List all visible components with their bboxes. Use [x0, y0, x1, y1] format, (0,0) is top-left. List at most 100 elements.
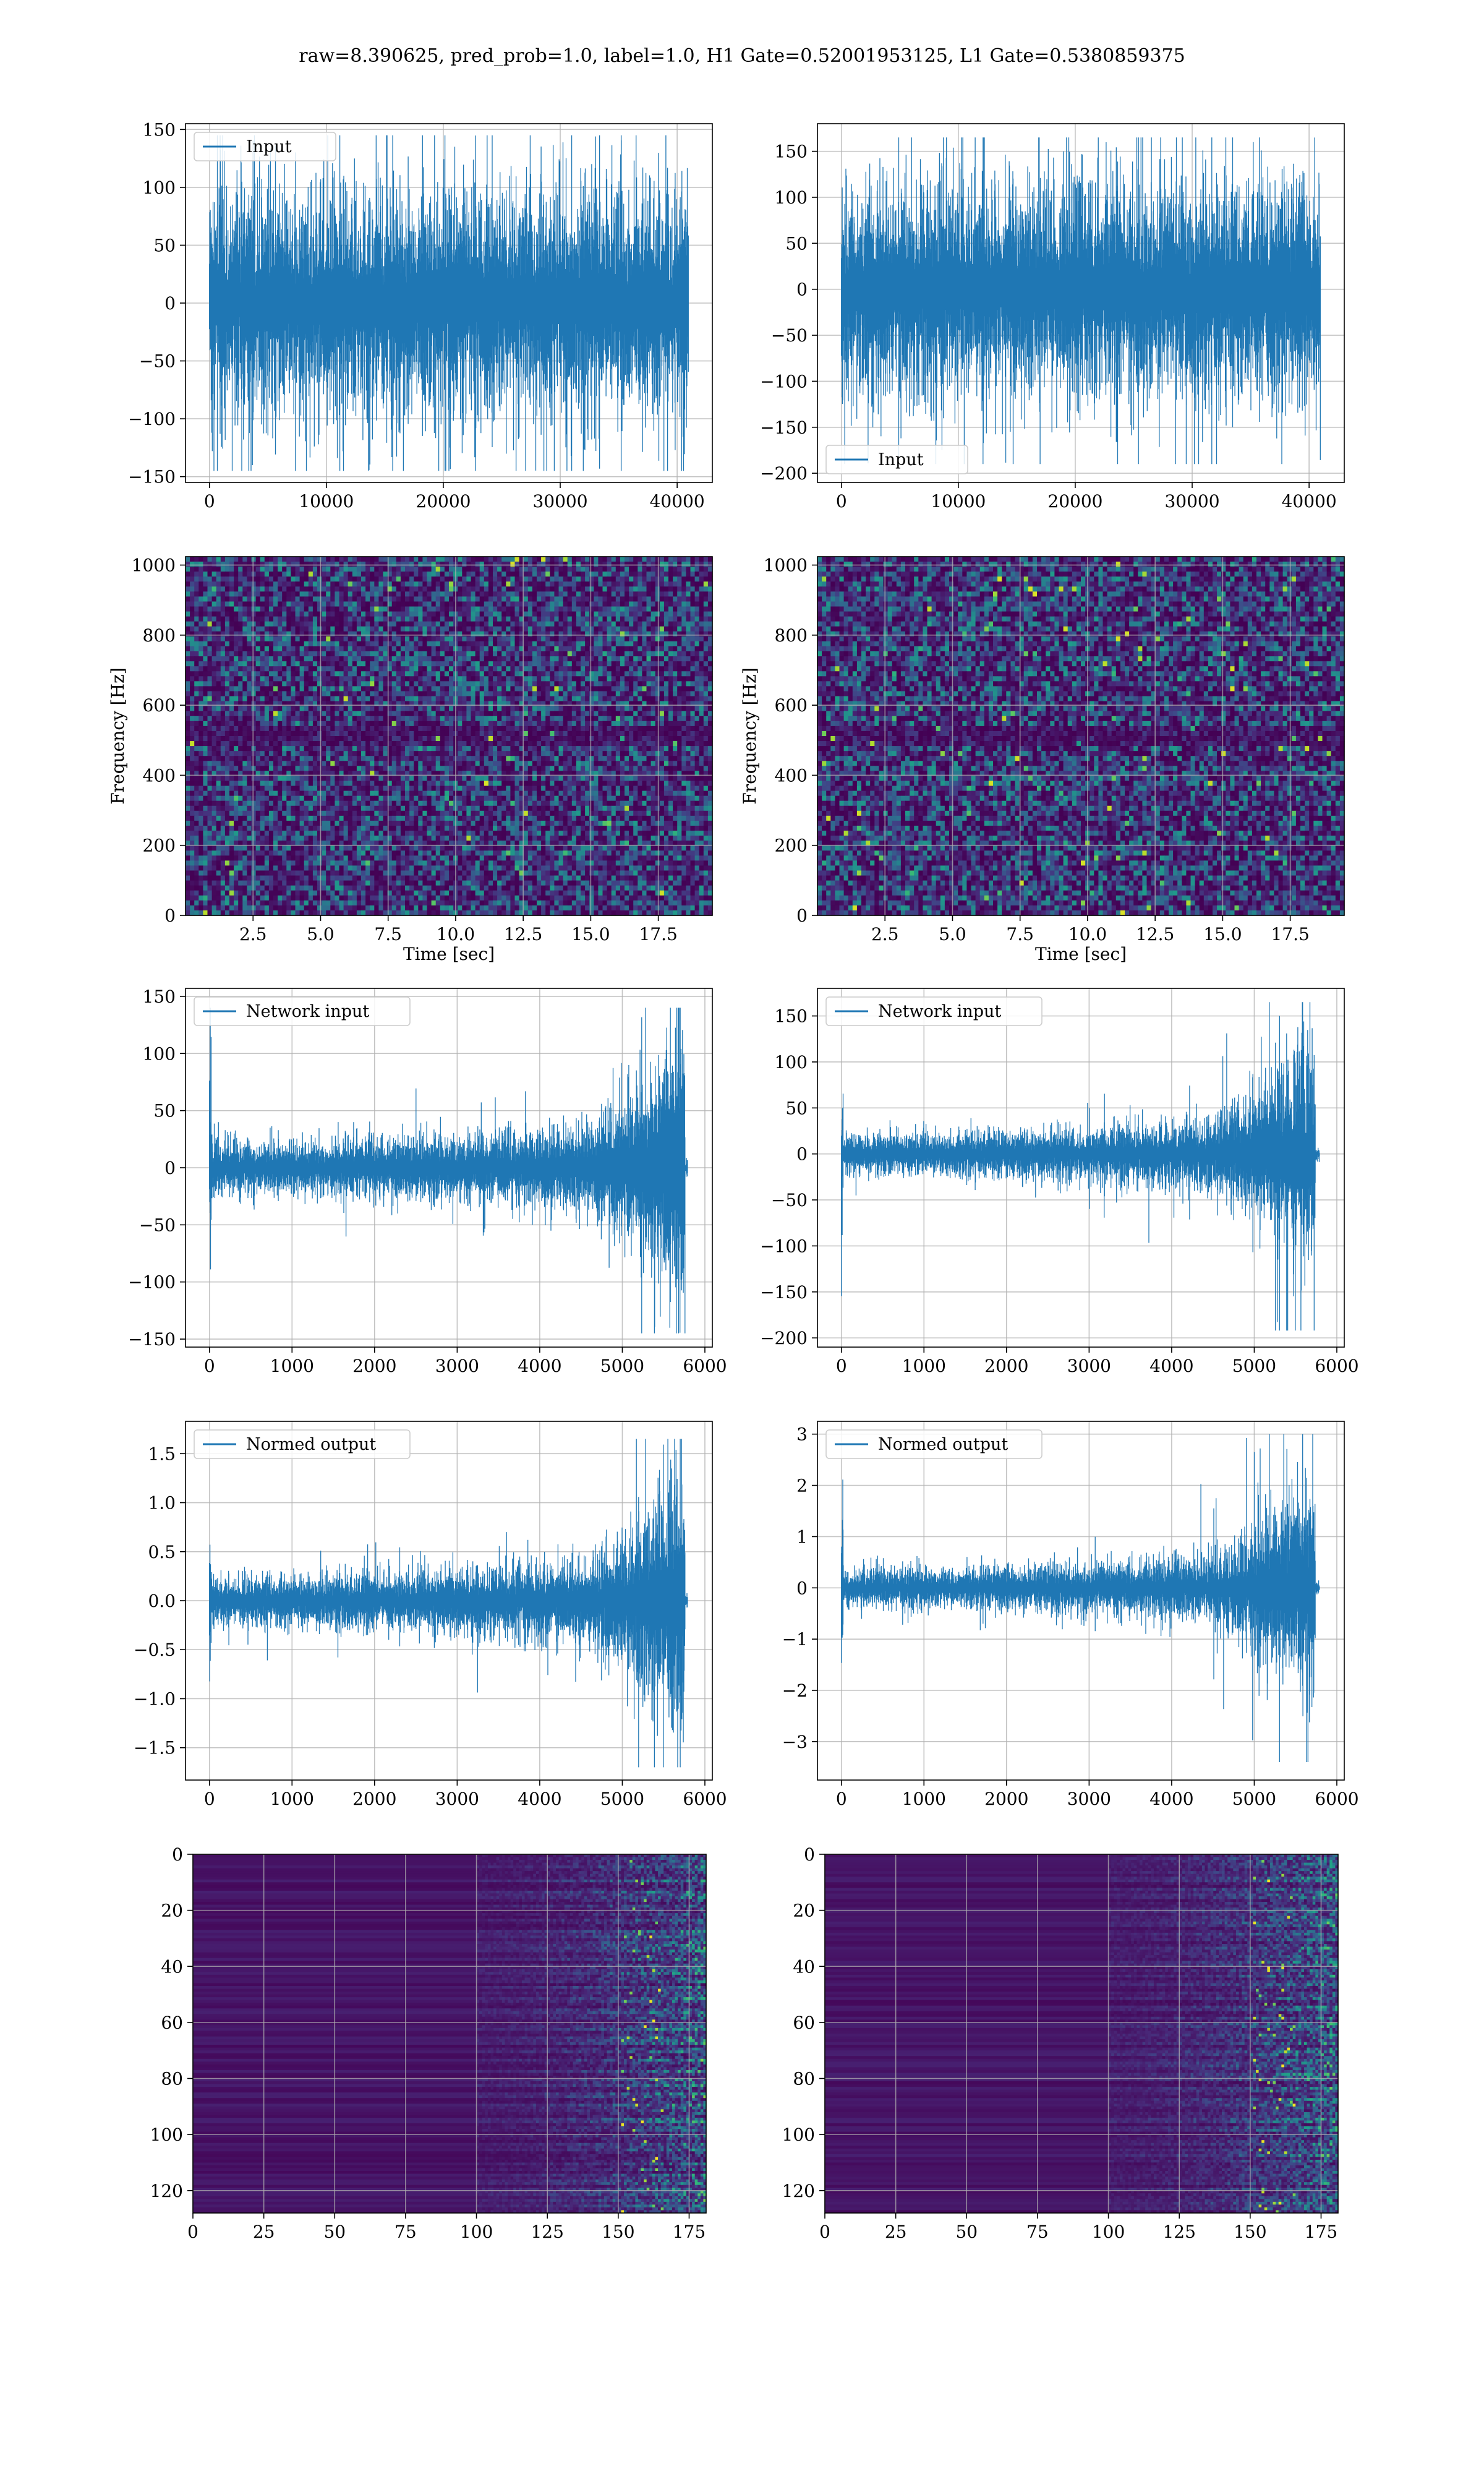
- h1-spectrogram-cell: [681, 721, 686, 727]
- h1-spectrogram-cell: [409, 711, 414, 717]
- h1-spectrogram-cell: [589, 596, 594, 602]
- h1-spectrogram-cell: [681, 627, 686, 632]
- h1-spectrogram-cell: [401, 631, 406, 637]
- h1-spectrogram-cell: [660, 736, 665, 742]
- h1-spectrogram-cell: [238, 656, 243, 662]
- h1-spectrogram-cell: [427, 691, 432, 697]
- h1-spectrogram-cell: [313, 627, 318, 632]
- h1-spectrogram-cell: [365, 656, 370, 662]
- h1-spectrogram-cell: [655, 711, 660, 717]
- h1-spectrogram-cell: [642, 612, 647, 617]
- h1-spectrogram-cell: [326, 646, 331, 652]
- h1-spectrogram-cell: [501, 666, 506, 672]
- h1-spectrogram-cell: [378, 736, 383, 742]
- l1-input-xtick-label-3: 30000: [1164, 491, 1219, 511]
- h1-spectrogram-cell: [256, 726, 261, 732]
- h1-spectrogram-cell: [212, 691, 217, 697]
- h1-spectrogram-cell: [401, 591, 406, 597]
- h1-spectrogram-cell: [524, 671, 529, 677]
- h1-spectrogram-cell: [620, 666, 625, 672]
- h1-spectrogram-cell: [401, 691, 406, 697]
- h1-spectrogram-cell: [335, 557, 339, 562]
- h1-spectrogram-cell: [449, 612, 454, 617]
- h1-spectrogram-cell: [273, 676, 278, 682]
- h1-spectrogram-cell: [374, 596, 379, 602]
- h1-spectrogram-cell: [655, 641, 660, 647]
- h1-spectrogram-cell: [260, 726, 265, 732]
- h1-spectrogram-cell: [664, 751, 669, 756]
- h1-spectrogram-cell: [234, 581, 239, 587]
- h1-spectrogram-cell: [409, 696, 414, 702]
- h1-spectrogram-cell: [651, 641, 656, 647]
- h1-spectrogram-cell: [625, 706, 629, 712]
- h1-spectrogram-cell: [466, 711, 471, 717]
- h1-spectrogram-cell: [252, 711, 257, 717]
- h1-spectrogram-cell: [449, 726, 454, 732]
- h1-spectrogram-cell: [673, 716, 678, 722]
- h1-spectrogram-cell: [550, 641, 555, 647]
- h1-spectrogram-cell: [405, 696, 410, 702]
- h1-spectrogram-cell: [348, 641, 353, 647]
- h1-spectrogram-cell: [352, 591, 357, 597]
- h1-spectrogram-cell: [247, 731, 252, 737]
- h1-spectrogram-cell: [515, 666, 520, 672]
- h1-spectrogram-cell: [704, 746, 709, 751]
- h1-spectrogram-cell: [208, 567, 213, 572]
- l1-input-ytick-label-7: 150: [775, 142, 808, 162]
- h1-spectrogram-cell: [497, 586, 502, 592]
- h1-spectrogram-cell: [286, 756, 291, 761]
- h1-spectrogram-cell: [471, 741, 476, 747]
- h1-spectrogram-cell: [304, 567, 309, 572]
- h1-spectrogram-cell: [603, 596, 608, 602]
- l1-input-ytick-label-2: −100: [760, 371, 808, 392]
- h1-spectrogram-cell: [541, 711, 546, 717]
- h1-spectrogram-cell: [229, 731, 234, 737]
- h1-spectrogram-cell: [352, 586, 357, 592]
- h1-spectrogram-cell: [620, 661, 625, 667]
- h1-spectrogram-cell: [313, 602, 318, 607]
- h1-spectrogram-cell: [607, 567, 612, 572]
- h1-spectrogram-cell: [352, 656, 357, 662]
- h1-spectrogram-cell: [550, 612, 555, 617]
- h1-spectrogram-cell: [572, 641, 577, 647]
- h1-spectrogram-cell: [612, 706, 616, 712]
- h1-spectrogram-cell: [418, 726, 423, 732]
- h1-spectrogram-cell: [296, 686, 301, 691]
- h1-spectrogram-cell: [313, 686, 318, 691]
- h1-spectrogram-heatmap: [186, 557, 713, 916]
- h1-spectrogram-cell: [348, 736, 353, 742]
- h1-spectrogram-cell: [344, 726, 349, 732]
- h1-spectrogram-cell: [594, 731, 599, 737]
- h1-spectrogram-cell: [638, 607, 642, 612]
- h1-spectrogram-cell: [357, 641, 362, 647]
- h1-spectrogram-cell: [198, 622, 203, 627]
- h1-spectrogram-cell: [598, 617, 603, 622]
- h1-spectrogram-cell: [238, 696, 243, 702]
- h1-spectrogram-cell: [532, 651, 537, 657]
- h1-spectrogram-cell: [704, 691, 709, 697]
- h1-spectrogram-cell: [515, 696, 520, 702]
- h1-spectrogram-cell: [374, 721, 379, 727]
- h1-spectrogram-cell: [383, 562, 388, 567]
- h1-spectrogram-cell: [681, 701, 686, 707]
- h1-spectrogram-cell: [541, 627, 546, 632]
- h1-spectrogram-cell: [291, 617, 296, 622]
- h1-spectrogram-cell: [383, 557, 388, 562]
- h1-spectrogram-cell: [238, 681, 243, 687]
- h1-spectrogram-cell: [633, 686, 638, 691]
- h1-spectrogram-cell: [436, 557, 441, 562]
- h1-spectrogram-cell: [432, 716, 437, 722]
- h1-spectrogram-cell: [234, 617, 239, 622]
- h1-spectrogram-cell: [480, 701, 485, 707]
- h1-spectrogram-cell: [269, 666, 274, 672]
- h1-spectrogram-cell: [326, 607, 331, 612]
- h1-spectrogram-cell: [282, 706, 287, 712]
- h1-spectrogram-cell: [317, 736, 322, 742]
- h1-spectrogram-cell: [695, 591, 700, 597]
- h1-spectrogram-cell: [339, 731, 344, 737]
- h1-spectrogram-cell: [252, 636, 257, 642]
- h1-spectrogram-cell: [466, 651, 471, 657]
- h1-spectrogram-cell: [216, 676, 221, 682]
- h1-spectrogram-cell: [677, 636, 682, 642]
- h1-spectrogram-cell: [576, 711, 581, 717]
